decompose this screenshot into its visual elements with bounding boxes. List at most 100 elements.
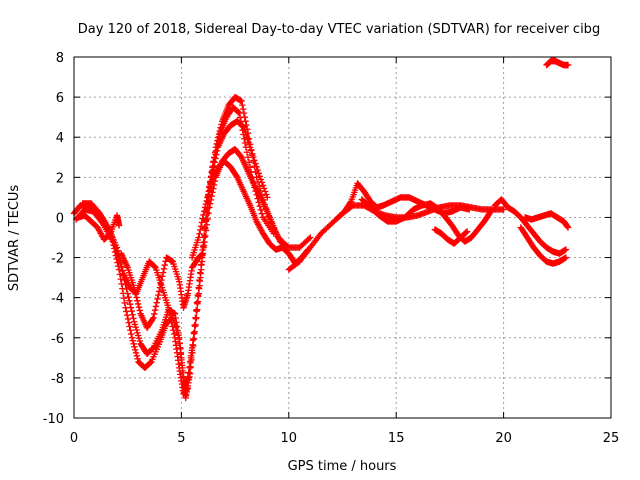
data-point xyxy=(255,170,262,177)
data-point xyxy=(199,250,207,257)
data-point xyxy=(126,300,134,308)
data-point xyxy=(209,189,216,196)
data-point xyxy=(190,329,197,336)
data-point xyxy=(118,280,125,288)
data-point xyxy=(125,293,132,301)
data-point xyxy=(120,294,128,302)
data-point xyxy=(252,160,259,167)
data-point xyxy=(258,210,266,217)
data-point xyxy=(205,191,212,198)
data-point xyxy=(157,280,164,288)
data-point xyxy=(199,215,206,222)
data-point xyxy=(203,197,210,205)
data-point xyxy=(500,206,507,213)
data-point xyxy=(466,206,473,213)
data-point xyxy=(207,181,214,188)
data-point xyxy=(347,199,354,206)
data-point xyxy=(147,359,154,366)
data-point xyxy=(202,233,209,240)
data-point xyxy=(155,288,163,295)
data-point xyxy=(123,308,130,315)
data-point xyxy=(131,287,139,295)
data-point xyxy=(118,263,125,271)
y-tick-label: 0 xyxy=(56,211,64,226)
data-point xyxy=(201,231,208,239)
data-point xyxy=(211,159,218,166)
data-point xyxy=(113,244,121,251)
data-point xyxy=(195,284,202,291)
data-point xyxy=(305,235,313,242)
data-point xyxy=(132,346,139,354)
data-point xyxy=(246,144,254,151)
data-point xyxy=(172,314,179,322)
data-point xyxy=(151,263,159,271)
x-tick-label: 10 xyxy=(281,431,298,446)
x-axis-label: GPS time / hours xyxy=(288,459,397,474)
data-point xyxy=(254,166,261,174)
data-point xyxy=(161,261,168,269)
data-point xyxy=(151,307,159,314)
data-point xyxy=(121,299,128,307)
y-tick-label: -2 xyxy=(51,252,64,267)
data-point xyxy=(249,150,256,157)
y-axis-label: SDTVAR / TECUs xyxy=(7,185,22,292)
series-arc-2 xyxy=(72,103,277,392)
data-point xyxy=(237,114,244,121)
data-point xyxy=(193,299,201,306)
axis-ticks: 0 5 10 15 20 25 -10 -8 -6 -4 -2 0 2 4 6 8 xyxy=(43,51,620,446)
chart-title: Day 120 of 2018, Sidereal Day-to-day VTE… xyxy=(78,22,600,37)
y-tick-label: -8 xyxy=(51,372,64,387)
data-point xyxy=(128,308,135,315)
data-point xyxy=(213,151,220,158)
data-point xyxy=(123,312,131,319)
data-point xyxy=(124,315,132,323)
data-point xyxy=(192,314,199,321)
series-arc-10 xyxy=(491,196,570,257)
data-point xyxy=(132,290,139,298)
data-point xyxy=(205,209,212,217)
data-point xyxy=(166,308,173,315)
data-point xyxy=(116,271,124,278)
data-point xyxy=(205,187,213,195)
grid xyxy=(74,57,611,418)
data-point xyxy=(154,295,161,303)
data-point xyxy=(200,211,207,219)
data-point xyxy=(196,269,204,276)
data-point xyxy=(129,337,137,344)
data-point xyxy=(200,244,207,251)
data-point xyxy=(564,61,572,69)
data-point xyxy=(167,315,175,323)
data-point xyxy=(149,315,156,323)
plot-frame xyxy=(73,56,612,419)
data-point xyxy=(486,209,494,216)
data-point xyxy=(150,314,157,321)
x-tick-label: 0 xyxy=(70,431,78,446)
data-point xyxy=(251,157,258,164)
data-point xyxy=(115,222,123,229)
data-point xyxy=(260,185,268,192)
data-point xyxy=(196,230,203,237)
data-point xyxy=(202,227,210,234)
data-point xyxy=(160,265,168,273)
data-point xyxy=(198,219,206,226)
data-point xyxy=(204,194,211,201)
data-point xyxy=(134,297,141,304)
data-point xyxy=(153,299,160,306)
data-point xyxy=(127,330,135,338)
y-tick-label: -10 xyxy=(43,412,64,427)
y-tick-label: 8 xyxy=(56,51,64,66)
data-point xyxy=(168,319,175,326)
data-point xyxy=(132,349,140,357)
data-point xyxy=(133,294,140,301)
data-point xyxy=(130,315,137,322)
data-point xyxy=(155,291,162,299)
data-point xyxy=(128,334,136,341)
data-point xyxy=(152,303,160,310)
data-point xyxy=(130,340,137,347)
series-arc-4 xyxy=(118,146,290,331)
data-point xyxy=(208,192,215,200)
data-point xyxy=(307,234,314,241)
y-tick-label: 2 xyxy=(56,171,64,186)
data-point xyxy=(562,254,570,261)
